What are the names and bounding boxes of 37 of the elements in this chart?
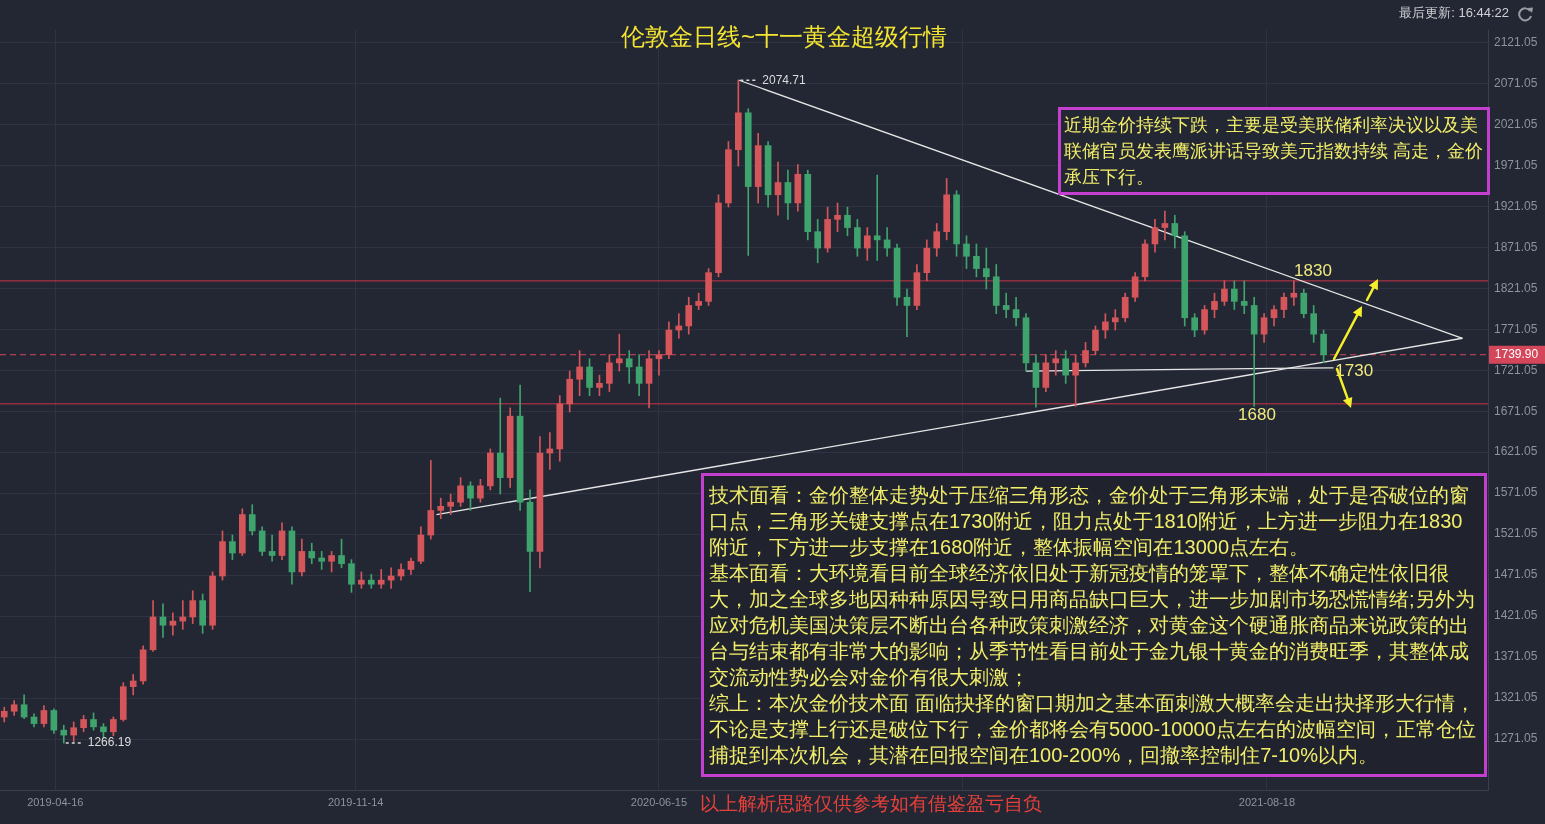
x-tick-label: 2020-06-15 (630, 795, 688, 808)
y-tick-label: 1371.05 (1494, 649, 1538, 664)
y-tick-label: 1671.05 (1494, 403, 1538, 418)
y-tick-label: 1471.05 (1494, 567, 1538, 582)
note-box: 近期金价持续下跌，主要是受美联储利率决议以及美联储官员发表鹰派讲话导致美元指数持续 高走，金价承压下行。 (1058, 107, 1490, 195)
x-tick-label: 2021-08-18 (1238, 795, 1296, 808)
annotation: 基本面看：大环境看目前全球经济依旧处于新冠疫情的笼罩下，整体不确定性依旧很大，加之全球多地因种种原因导致日用商品缺口巨大，进一步加剧市场恐慌情绪;另外为应对危机美国决策层不断出台各种政策刺激经济，对黄金这个硬通胀商品来说政策的出台与结束都有非常大的影响；从季节性看目前处于金九银十黄金的消费旺季，其整体成交流动性势必会对金价有很大刺激； (709, 561, 1476, 690)
x-tick-label: 2019-04-16 (27, 795, 84, 808)
x-tick-label: 2019-11-14 (327, 795, 384, 808)
ref-line-label: 1830 (1294, 260, 1332, 280)
ref-line-label: 1680 (1238, 404, 1276, 424)
annotation: 近期金价持续下跌，主要是受美联储利率决议以及美联储官员发表鹰派讲话导致美元指数持续 高走，金价承压下行。 (1064, 114, 1484, 189)
y-tick-label: 1721.05 (1494, 362, 1538, 377)
text: 最后更新: 16:44:22 (1399, 5, 1509, 21)
y-tick-label: 1921.05 (1494, 198, 1538, 213)
note-box: 技术面看：金价整体走势处于压缩三角形态，金价处于三角形末端，处于是否破位的窗口点，三角形关键支撑点在1730附近，阻力点处于1810附近，上方进一步阻力在1830附近，下方进一步支撑在1680附近，整体振幅空间在13000点左右。 基本面看：大环境看目前全球经济依旧处于新冠疫情的笼罩下，整体不确定性依旧很大，加之全球多地因种种原因导致日用商品缺口巨大，进一步加剧市场恐慌情绪;另外为应对危机美国决策层不断出台各种政策刺激经济，对黄金这个硬通胀商品来说政策的出台与结束都有非常大的影响；从季节性看目前处于金九银十黄金的消费旺季，其整体成交流动性势必会对金价有很大刺激； 综上：本次金价技术面 面临抉择的窗口期加之基本面刺激大概率会走出抉择形大行情，不论是支撑上行还是破位下行，金价都将会有5000-10000点左右的波幅空间，正常仓位捕捉到本次机会，其潜在回报空间在100-200%，回撤率控制住7-10%以内。 (701, 473, 1487, 777)
y-tick-label: 1871.05 (1494, 239, 1538, 254)
y-tick-label: 2121.05 (1494, 34, 1538, 49)
y-tick-label: 1571.05 (1494, 485, 1538, 500)
y-tick-label: 1421.05 (1494, 608, 1538, 623)
chart-title: 伦敦金日线~十一黄金超级行情 (620, 23, 948, 51)
y-tick-label: 1321.05 (1494, 690, 1538, 705)
y-tick-label: 1521.05 (1494, 526, 1538, 541)
annotation: 综上：本次金价技术面 面临抉择的窗口期加之基本面刺激大概率会走出抉择形大行情，不论是支撑上行还是破位下行，金价都将会有5000-10000点左右的波幅空间，正常仓位捕捉到本次机会，其潜在回报空间在100-200%，回撤率控制住7-10%以内。 (709, 691, 1477, 768)
y-tick-label: 1271.05 (1494, 731, 1538, 746)
annotation: 1266.19 (87, 735, 132, 750)
y-tick-label: 1971.05 (1494, 157, 1538, 172)
annotation: 2074.71 (762, 72, 807, 87)
y-tick-label: 1621.05 (1494, 444, 1538, 459)
y-tick-label: 1821.05 (1494, 280, 1538, 295)
y-tick-label: 2021.05 (1494, 116, 1538, 131)
ref-line-label: 1739.90 (1494, 347, 1539, 362)
annotation: 技术面看：金价整体走势处于压缩三角形态，金价处于三角形末端，处于是否破位的窗口点，三角形关键支撑点在1730附近，阻力点处于1810附近，上方进一步阻力在1830附近，下方进一步支撑在1680附近，整体振幅空间在13000点左右。 (709, 483, 1470, 560)
text: 以上解析思路仅供参考如有借鉴盈亏自负 (700, 793, 1042, 815)
annotation: 1730 (1335, 360, 1374, 380)
y-tick-label: 1771.05 (1494, 321, 1538, 336)
y-tick-label: 2071.05 (1494, 75, 1538, 90)
